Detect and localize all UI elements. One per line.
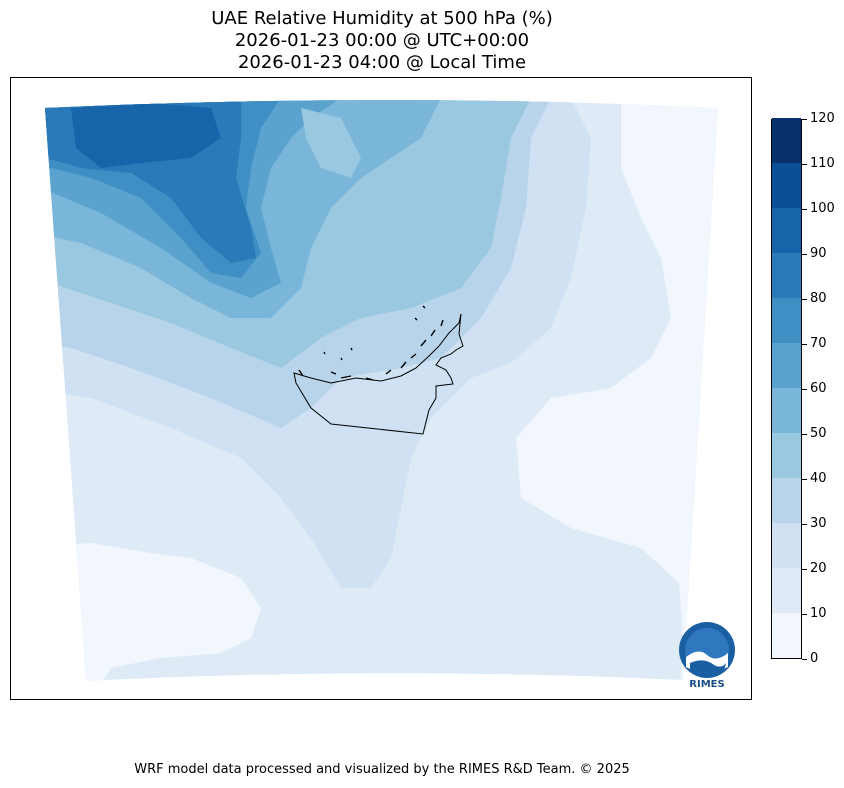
colorbar-band	[772, 522, 801, 568]
colorbar-band	[772, 612, 801, 658]
colorbar-tick-label: 40	[810, 471, 827, 486]
colorbar-tick	[802, 299, 807, 300]
colorbar-tick-label: 80	[810, 291, 827, 306]
rimes-logo-icon: RIMES	[679, 622, 735, 689]
colorbar-tick-label: 20	[810, 561, 827, 576]
colorbar-band	[772, 207, 801, 253]
map-panel	[10, 77, 752, 700]
colorbar-band	[772, 297, 801, 343]
colorbar-band	[772, 387, 801, 433]
colorbar-band	[772, 432, 801, 478]
uae-border	[293, 313, 464, 435]
colorbar-tick-label: 110	[810, 156, 835, 171]
colorbar-tick	[802, 389, 807, 390]
colorbar-tick-label: 70	[810, 336, 827, 351]
colorbar-tick-label: 120	[810, 111, 835, 126]
colorbar-tick-label: 50	[810, 426, 827, 441]
field-40-50-patch	[301, 108, 361, 178]
map-title-line-1: UAE Relative Humidity at 500 hPa (%)	[211, 8, 553, 29]
colorbar-band	[772, 117, 801, 163]
colorbar-tick	[802, 614, 807, 615]
colorbar-tick	[802, 434, 807, 435]
map-title-line-2: 2026-01-23 00:00 @ UTC+00:00	[234, 30, 530, 51]
colorbar-tick	[802, 119, 807, 120]
colorbar-band	[772, 252, 801, 298]
colorbar-tick-label: 90	[810, 246, 827, 261]
colorbar-tick-label: 60	[810, 381, 827, 396]
colorbar-tick-label: 100	[810, 201, 835, 216]
svg-text:RIMES: RIMES	[689, 679, 724, 689]
humidity-map	[45, 100, 718, 681]
colorbar-tick	[802, 344, 807, 345]
colorbar-tick	[802, 254, 807, 255]
colorbar-band	[772, 162, 801, 208]
map-title-line-3: 2026-01-23 04:00 @ Local Time	[237, 52, 527, 73]
colorbar-tick-label: 0	[810, 651, 819, 666]
colorbar-band	[772, 342, 801, 388]
uae-coastline-islands	[298, 305, 444, 381]
colorbar-tick	[802, 209, 807, 210]
colorbar-tick	[802, 479, 807, 480]
colorbar-tick	[802, 569, 807, 570]
field-90-100	[71, 103, 221, 168]
colorbar-tick	[802, 164, 807, 165]
colorbar-band	[772, 567, 801, 613]
humidity-field	[45, 100, 718, 681]
colorbar-tick	[802, 524, 807, 525]
colorbar-tick	[802, 659, 807, 660]
colorbar	[771, 117, 802, 659]
footer-credit: WRF model data processed and visualized …	[134, 762, 630, 777]
colorbar-tick-label: 30	[810, 516, 827, 531]
colorbar-band	[772, 477, 801, 523]
colorbar-tick-label: 10	[810, 606, 827, 621]
